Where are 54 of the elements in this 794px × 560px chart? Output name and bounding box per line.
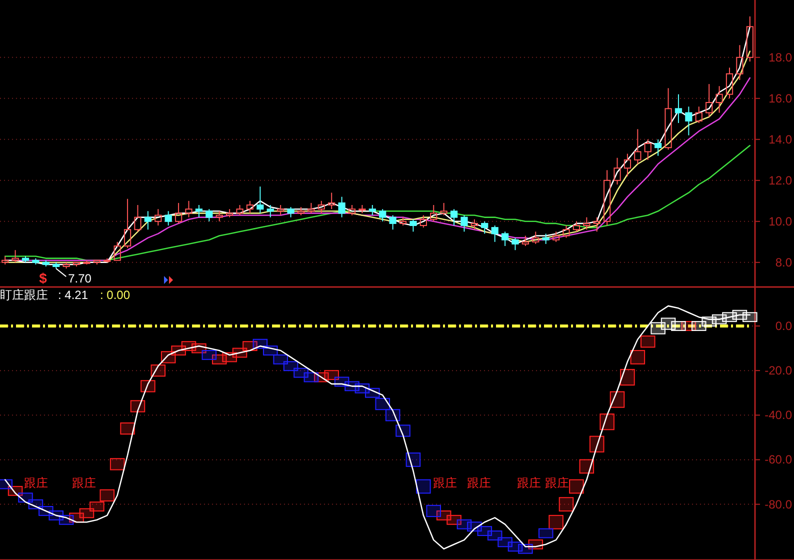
y-tick-label: 10.0 (768, 214, 792, 228)
annotation: $ (39, 270, 48, 286)
y-tick-label: -80.0 (764, 497, 792, 512)
annotation: 盯庄跟庄 (0, 288, 48, 302)
y-tick-label: 14.0 (768, 132, 792, 146)
bar (548, 514, 564, 530)
y-tick-label: -40.0 (764, 408, 792, 422)
annotation: 跟庄 (467, 476, 491, 490)
y-tick-label: 8.0 (775, 255, 792, 270)
bar (90, 502, 104, 512)
bar (416, 479, 431, 494)
bar (324, 370, 339, 380)
annotation: 跟庄 (433, 476, 457, 490)
bar (304, 372, 319, 382)
y-tick-label: -20.0 (764, 364, 792, 378)
bar (110, 458, 125, 470)
bar (375, 398, 390, 410)
bar (579, 459, 594, 474)
candlestick (185, 200, 192, 218)
bar (426, 504, 441, 518)
y-tick-label: -60.0 (764, 452, 792, 467)
bar (742, 312, 758, 322)
annotation: : 0.00 (100, 288, 130, 302)
bar (558, 497, 574, 512)
bar (640, 336, 656, 348)
annotation: 跟庄 (24, 476, 48, 490)
annotation: 跟庄 (72, 476, 96, 490)
bar (130, 400, 146, 412)
bar (569, 479, 584, 494)
y-tick-label: 0.0 (775, 319, 792, 333)
bar (620, 368, 635, 386)
bar (671, 321, 686, 331)
bar (630, 350, 646, 364)
candlestick (144, 210, 152, 230)
line-series (4, 305, 751, 550)
bar (538, 528, 554, 538)
candlestick (716, 86, 723, 114)
candlestick (440, 202, 448, 216)
annotation: 跟庄 (517, 476, 541, 490)
annotation: 7.70 (68, 272, 92, 286)
y-tick-label: 18.0 (768, 50, 792, 64)
bar (610, 391, 625, 408)
line-series (4, 144, 751, 261)
y-tick-label: 12.0 (768, 173, 792, 188)
candlestick (674, 94, 682, 124)
bar (600, 414, 614, 430)
y-tick-label: 16.0 (768, 91, 792, 106)
bar (120, 422, 135, 435)
bar (202, 350, 217, 360)
annotation: 跟庄 (545, 476, 569, 490)
candlestick (685, 106, 692, 136)
bar (100, 489, 115, 502)
bar (273, 354, 288, 364)
annotation: : 4.21 (58, 288, 88, 302)
